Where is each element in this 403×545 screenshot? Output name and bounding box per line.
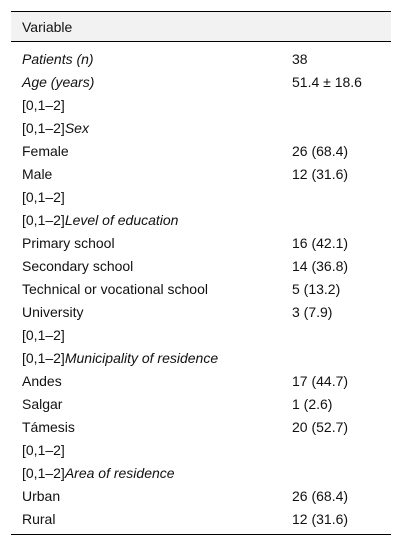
table-row: Secondary school 14 (36.8) xyxy=(11,254,391,277)
value-cell: 16 (42.1) xyxy=(292,234,349,251)
row-label: Patients (n) xyxy=(22,50,94,67)
table-row: Female 26 (68.4) xyxy=(11,139,391,162)
variable-cell: University xyxy=(11,304,282,320)
value-cell: 26 (68.4) xyxy=(292,142,349,159)
value-cell: 38 xyxy=(292,50,308,67)
header-rule xyxy=(11,41,391,42)
table-header-row: Variable xyxy=(11,12,391,41)
table-row: [0,1–2] xyxy=(11,93,391,116)
row-label: Municipality of residence xyxy=(64,349,219,366)
row-prefix: [0,1–2] xyxy=(22,119,65,136)
row-label: Támesis xyxy=(22,418,75,435)
variable-cell: [0,1–2] xyxy=(11,189,282,205)
row-prefix: [0,1–2] xyxy=(22,96,65,113)
variable-cell: Rural xyxy=(11,511,282,527)
header-variable: Variable xyxy=(22,18,73,35)
bottom-rule xyxy=(11,534,391,535)
top-rule xyxy=(11,11,391,12)
row-label: Level of education xyxy=(64,211,179,228)
table-row: Patients (n) 38 xyxy=(11,47,391,70)
variable-cell: Támesis xyxy=(11,419,282,435)
table-row: Támesis 20 (52.7) xyxy=(11,415,391,438)
value-cell: 51.4 ± 18.6 xyxy=(292,73,362,90)
value-cell: 1 (2.6) xyxy=(292,395,333,412)
row-label: Andes xyxy=(22,372,62,389)
row-prefix: [0,1–2] xyxy=(22,326,65,343)
variable-cell: Technical or vocational school xyxy=(11,281,282,297)
row-label: Area of residence xyxy=(64,464,175,481)
row-prefix: [0,1–2] xyxy=(22,464,65,481)
row-label: Secondary school xyxy=(22,257,134,274)
row-label: Salgar xyxy=(22,395,63,412)
variable-cell: [0,1–2]Municipality of residence xyxy=(11,350,282,366)
value-cell: 20 (52.7) xyxy=(292,418,349,435)
value-cell: 3 (7.9) xyxy=(292,303,333,320)
variable-cell: Female xyxy=(11,143,282,159)
variable-cell: Age (years) xyxy=(11,74,282,90)
value-cell: 12 (31.6) xyxy=(292,165,349,182)
table-row: Salgar 1 (2.6) xyxy=(11,392,391,415)
table-row: [0,1–2] xyxy=(11,323,391,346)
table-row: University 3 (7.9) xyxy=(11,300,391,323)
row-label: Technical or vocational school xyxy=(22,280,208,297)
variable-cell: [0,1–2] xyxy=(11,327,282,343)
table-row: [0,1–2] xyxy=(11,438,391,461)
table-row: [0,1–2]Area of residence xyxy=(11,461,391,484)
row-label: Primary school xyxy=(22,234,115,251)
table-row: [0,1–2] xyxy=(11,185,391,208)
value-cell: 17 (44.7) xyxy=(292,372,349,389)
variable-cell: [0,1–2] xyxy=(11,442,282,458)
row-prefix: [0,1–2] xyxy=(22,349,65,366)
table-row: Technical or vocational school 5 (13.2) xyxy=(11,277,391,300)
variable-cell: Salgar xyxy=(11,396,282,412)
value-cell: 26 (68.4) xyxy=(292,487,349,504)
table-row: Rural 12 (31.6) xyxy=(11,507,391,530)
data-table: Variable Patients (n) 38 Age (years) 51.4 ±… xyxy=(11,11,391,535)
variable-cell: Male xyxy=(11,166,282,182)
row-label: Female xyxy=(22,142,69,159)
row-label: Sex xyxy=(64,119,89,136)
table-row: Primary school 16 (42.1) xyxy=(11,231,391,254)
table-row: Urban 26 (68.4) xyxy=(11,484,391,507)
table-row: Andes 17 (44.7) xyxy=(11,369,391,392)
variable-cell: Urban xyxy=(11,488,282,504)
table-row: Age (years) 51.4 ± 18.6 xyxy=(11,70,391,93)
row-prefix: [0,1–2] xyxy=(22,188,65,205)
variable-cell: [0,1–2]Level of education xyxy=(11,212,282,228)
value-cell: 12 (31.6) xyxy=(292,510,349,527)
row-label: Rural xyxy=(22,510,56,527)
row-prefix: [0,1–2] xyxy=(22,211,65,228)
variable-cell: [0,1–2] xyxy=(11,97,282,113)
value-cell: 5 (13.2) xyxy=(292,280,341,297)
variable-cell: [0,1–2]Area of residence xyxy=(11,465,282,481)
variable-cell: Primary school xyxy=(11,235,282,251)
variable-cell: Secondary school xyxy=(11,258,282,274)
variable-cell: Patients (n) xyxy=(11,51,282,67)
row-prefix: [0,1–2] xyxy=(22,441,65,458)
row-label: Age (years) xyxy=(22,73,95,90)
table-row: Male 12 (31.6) xyxy=(11,162,391,185)
row-label: Male xyxy=(22,165,53,182)
variable-cell: [0,1–2]Sex xyxy=(11,120,282,136)
table-row: [0,1–2]Municipality of residence xyxy=(11,346,391,369)
table-row: [0,1–2]Level of education xyxy=(11,208,391,231)
row-label: Urban xyxy=(22,487,61,504)
value-cell: 14 (36.8) xyxy=(292,257,349,274)
row-label: University xyxy=(22,303,84,320)
table-body: Patients (n) 38 Age (years) 51.4 ± 18.6 [0,1… xyxy=(11,42,391,534)
variable-cell: Andes xyxy=(11,373,282,389)
table-row: [0,1–2]Sex xyxy=(11,116,391,139)
